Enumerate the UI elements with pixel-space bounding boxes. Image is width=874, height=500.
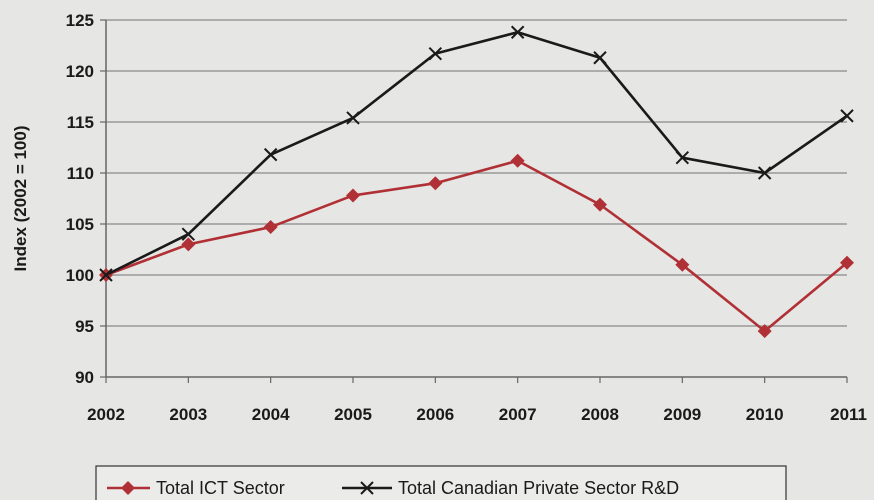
data-point-x — [99, 268, 113, 282]
y-tick-label: 115 — [67, 113, 94, 132]
x-tick-label: 2009 — [663, 405, 701, 424]
legend-label: Total ICT Sector — [156, 478, 285, 498]
data-point-diamond — [428, 176, 443, 191]
data-point-x — [593, 51, 607, 65]
x-tick-label: 2007 — [499, 405, 537, 424]
data-point-x — [428, 46, 443, 61]
y-tick-label: 125 — [66, 11, 94, 30]
series-line — [105, 30, 848, 277]
x-tick-label: 2005 — [334, 405, 372, 424]
series-2 — [99, 25, 854, 282]
data-point-x — [263, 147, 278, 162]
data-point-diamond — [263, 220, 278, 235]
data-point-diamond — [757, 324, 772, 339]
y-tick-label: 95 — [75, 317, 94, 336]
data-point-diamond — [675, 257, 690, 272]
y-tick-label: 90 — [75, 368, 94, 387]
legend-entry: Total Canadian Private Sector R&D — [342, 478, 679, 498]
data-point-diamond — [510, 153, 525, 168]
legend-label: Total Canadian Private Sector R&D — [398, 478, 679, 498]
legend-box — [95, 465, 787, 500]
series-line — [105, 159, 848, 333]
data-point-x — [346, 111, 360, 125]
data-point-x — [510, 25, 525, 39]
x-tick-label: 2003 — [169, 405, 207, 424]
y-axis-label: Index (2002 = 100) — [11, 125, 30, 271]
axes — [105, 20, 847, 378]
data-point-diamond — [346, 188, 360, 203]
data-point-x — [840, 109, 854, 123]
x-axis-ticks: 2002 2003 2004 2005 2006 2007 2008 2009 2010 2011 — [87, 377, 867, 424]
series-1 — [99, 153, 854, 339]
data-point-diamond — [840, 255, 854, 270]
data-point-diamond — [121, 481, 135, 495]
gridlines — [106, 19, 847, 327]
data-point-diamond — [593, 197, 607, 212]
data-point-x — [675, 150, 690, 165]
data-point-x — [757, 166, 772, 180]
data-point-diamond — [181, 237, 196, 252]
x-tick-label: 2008 — [581, 405, 619, 424]
x-tick-label: 2004 — [252, 405, 290, 424]
x-tick-label: 2010 — [746, 405, 784, 424]
legend-entry: Total ICT Sector — [107, 478, 285, 498]
x-tick-label: 2006 — [416, 405, 454, 424]
data-point-x — [360, 481, 374, 495]
legend: Total ICT Sector Total Canadian Private S… — [95, 465, 787, 500]
y-tick-label: 100 — [66, 266, 94, 285]
data-point-x — [181, 227, 196, 241]
y-tick-label: 105 — [66, 215, 94, 234]
y-tick-label: 110 — [67, 164, 94, 183]
y-axis-ticks: 90 95 100 105 110 115 120 125 — [66, 11, 106, 387]
y-tick-label: 120 — [66, 62, 94, 81]
x-tick-label: 2011 — [830, 405, 867, 424]
x-tick-label: 2002 — [87, 405, 125, 424]
series-group — [99, 25, 854, 339]
